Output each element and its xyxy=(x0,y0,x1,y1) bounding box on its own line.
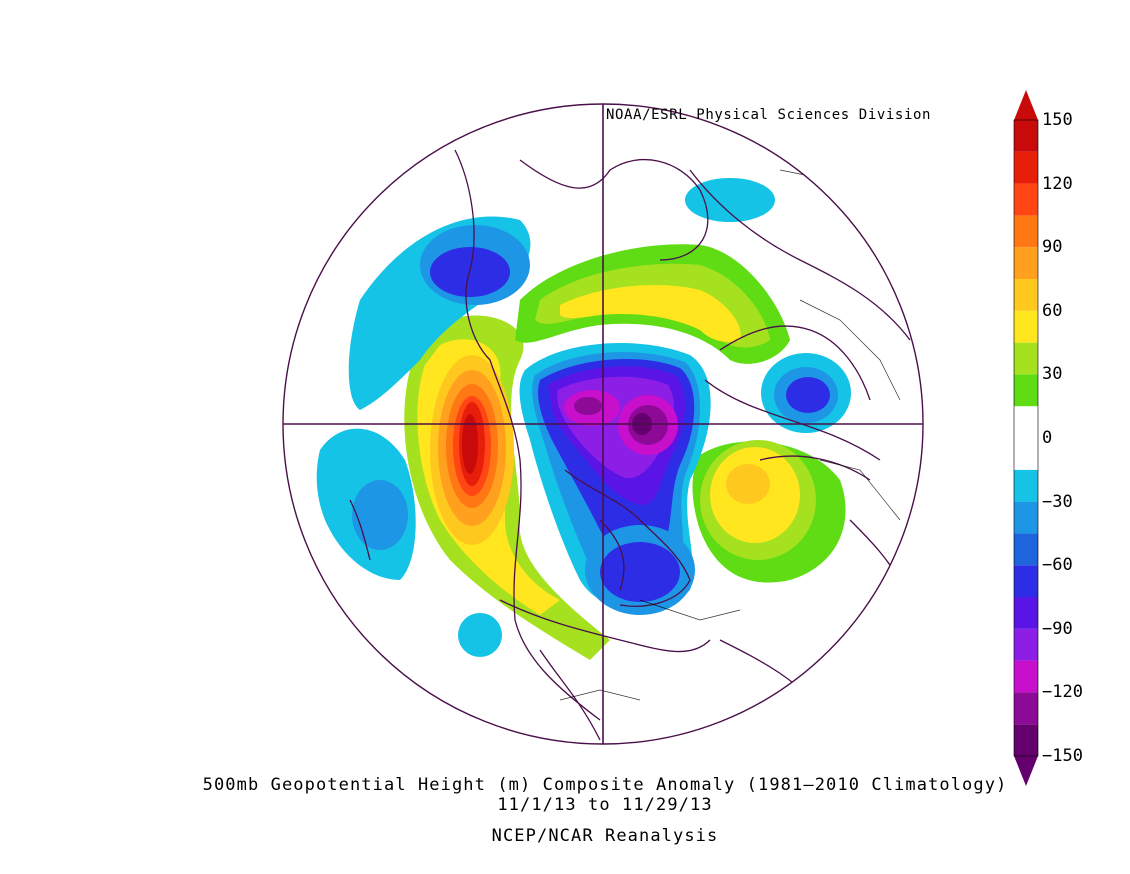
colorbar-label: −120 xyxy=(1042,682,1083,703)
colorbar-swatch xyxy=(1014,724,1038,756)
atlantic-positive-anomaly xyxy=(692,440,846,583)
colorbar-swatch xyxy=(1014,374,1038,407)
europe-negative xyxy=(685,178,851,433)
caption-title: 500mb Geopotential Height (m) Composite … xyxy=(202,775,1008,795)
caption-source: NCEP/NCAR Reanalysis xyxy=(491,826,719,846)
colorbar-label: 60 xyxy=(1042,300,1063,321)
colorbar-swatch xyxy=(1014,247,1038,279)
colorbar-swatch xyxy=(1014,438,1038,470)
colorbar-label: −30 xyxy=(1042,491,1073,512)
credit-label: NOAA/ESRL Physical Sciences Division xyxy=(606,107,932,123)
colorbar-label: 120 xyxy=(1042,173,1073,194)
coastlines xyxy=(349,149,911,741)
colorbar xyxy=(1013,90,1039,786)
colorbar-swatch xyxy=(1014,406,1038,438)
colorbar-swatch xyxy=(1014,501,1038,534)
colorbar-label: 0 xyxy=(1042,428,1053,448)
colorbar-swatch xyxy=(1014,151,1038,184)
colorbar-swatch xyxy=(1014,310,1038,343)
caption-dates: 11/1/13 to 11/29/13 xyxy=(497,795,713,815)
pacific-negative-crescent xyxy=(316,216,531,657)
colorbar-label: −60 xyxy=(1042,555,1073,576)
colorbar-swatch xyxy=(1014,692,1038,725)
colorbar-swatch xyxy=(1014,342,1038,375)
colorbar-swatch xyxy=(1014,215,1038,248)
pacific-positive-ridge xyxy=(404,315,610,660)
colorbar-swatch xyxy=(1014,628,1038,661)
anomaly-field xyxy=(316,149,911,741)
colorbar-max-arrow xyxy=(1014,90,1038,120)
colorbar-label: 30 xyxy=(1042,364,1063,385)
colorbar-label: 150 xyxy=(1042,110,1073,130)
colorbar-min-arrow xyxy=(1014,756,1038,786)
colorbar-swatch xyxy=(1014,597,1038,629)
canada-negative-lobe xyxy=(585,525,695,615)
colorbar-label: −150 xyxy=(1042,746,1083,766)
colorbar-swatch xyxy=(1014,279,1038,311)
colorbar-swatch xyxy=(1014,565,1038,597)
colorbar-swatch xyxy=(1014,120,1038,152)
colorbar-label: 90 xyxy=(1042,237,1063,258)
colorbar-swatch xyxy=(1014,469,1038,502)
colorbar-frame xyxy=(1013,119,1039,757)
colorbar-swatch xyxy=(1014,183,1038,216)
arctic-positive-arc xyxy=(515,244,790,364)
colorbar-label: −90 xyxy=(1042,618,1073,639)
colorbar-swatch xyxy=(1014,533,1038,566)
colorbar-swatch xyxy=(1014,660,1038,693)
